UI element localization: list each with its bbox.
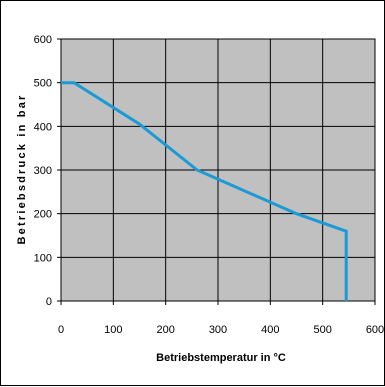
axes: [57, 38, 376, 305]
x-tick-label: 100: [104, 324, 122, 336]
x-tick-label: 400: [261, 324, 279, 336]
x-tick-label: 0: [58, 324, 64, 336]
series-group: [61, 81, 348, 301]
series-line: [61, 81, 348, 301]
y-tick-labels: 0 100 200 300 400 500 600: [34, 34, 52, 308]
y-tick-label: 500: [34, 78, 52, 90]
x-tick-labels: 0 100 200 300 400 500 600: [58, 324, 384, 336]
y-tick-label: 100: [34, 252, 52, 264]
x-axis-title: Betriebstemperatur in °C: [156, 352, 286, 364]
y-tick-label: 400: [34, 121, 52, 133]
y-tick-label: 0: [46, 296, 52, 308]
y-axis-title: Betriebsdruck in bar: [16, 94, 28, 245]
x-tick-label: 600: [366, 324, 384, 336]
x-tick-label: 500: [313, 324, 331, 336]
y-tick-label: 200: [34, 209, 52, 221]
y-tick-label: 300: [34, 165, 52, 177]
x-tick-label: 300: [209, 324, 227, 336]
y-tick-label: 600: [34, 34, 52, 46]
x-tick-label: 200: [156, 324, 174, 336]
